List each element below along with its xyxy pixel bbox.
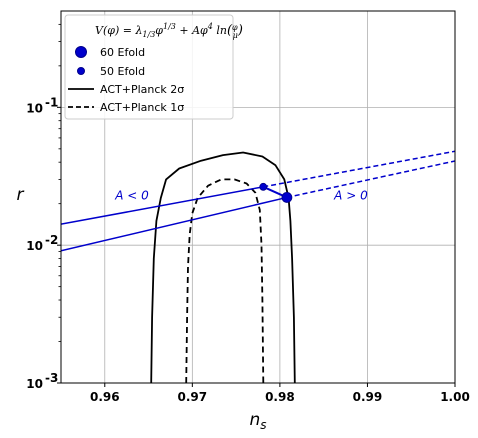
legend-title: V(φ) = λ1/3φ1/3 + Aφ4 ln(φ μ) [95, 22, 243, 40]
legend-label-1sigma: ACT+Planck 1σ [100, 101, 184, 114]
x-tick-label: 0.99 [353, 390, 383, 404]
legend: V(φ) = λ1/3φ1/3 + Aφ4 ln(φ μ) 60 Efold 50… [64, 14, 243, 120]
point-50-efold [259, 182, 268, 191]
annotation-a-positive: A > 0 [333, 188, 368, 202]
legend-marker-60-efold [75, 46, 87, 58]
y-tick-exponent: -2 [45, 233, 58, 247]
legend-label-2sigma: ACT+Planck 2σ [100, 83, 184, 96]
plot-frame [60, 10, 456, 384]
x-tick-label: 0.97 [178, 390, 208, 404]
y-tick-exponent: -3 [45, 371, 58, 385]
plot-area [61, 150, 455, 383]
point-60-efold [281, 192, 293, 203]
legend-label-50-efold: 50 Efold [100, 65, 145, 78]
y-axis-label: r [17, 185, 25, 205]
x-tick-label: 0.96 [90, 390, 120, 404]
x-axis-label: ns [249, 410, 266, 432]
annotation-a-negative: A < 0 [114, 188, 149, 202]
line-50-efold-a-0 [61, 186, 264, 225]
legend-marker-50-efold [77, 67, 85, 75]
y-tick-label: 10 [26, 239, 43, 253]
line-50-efold-a-0 [263, 150, 455, 188]
legend-box [64, 14, 234, 120]
annotations: A < 0 A > 0 [114, 188, 368, 202]
y-tick-label: 10 [26, 101, 43, 115]
contour-act-planck-1 [185, 178, 265, 383]
contour-act-planck-2 [150, 151, 296, 383]
y-tick-label: 10 [26, 377, 43, 391]
y-tick-exponent: -1 [45, 95, 58, 109]
legend-label-60-efold: 60 Efold [100, 46, 145, 59]
x-tick-label: 1.00 [440, 390, 470, 404]
x-tick-label: 0.98 [265, 390, 295, 404]
line-60-efold-a-0 [61, 196, 288, 252]
line-60-efold-a-0 [286, 160, 455, 199]
